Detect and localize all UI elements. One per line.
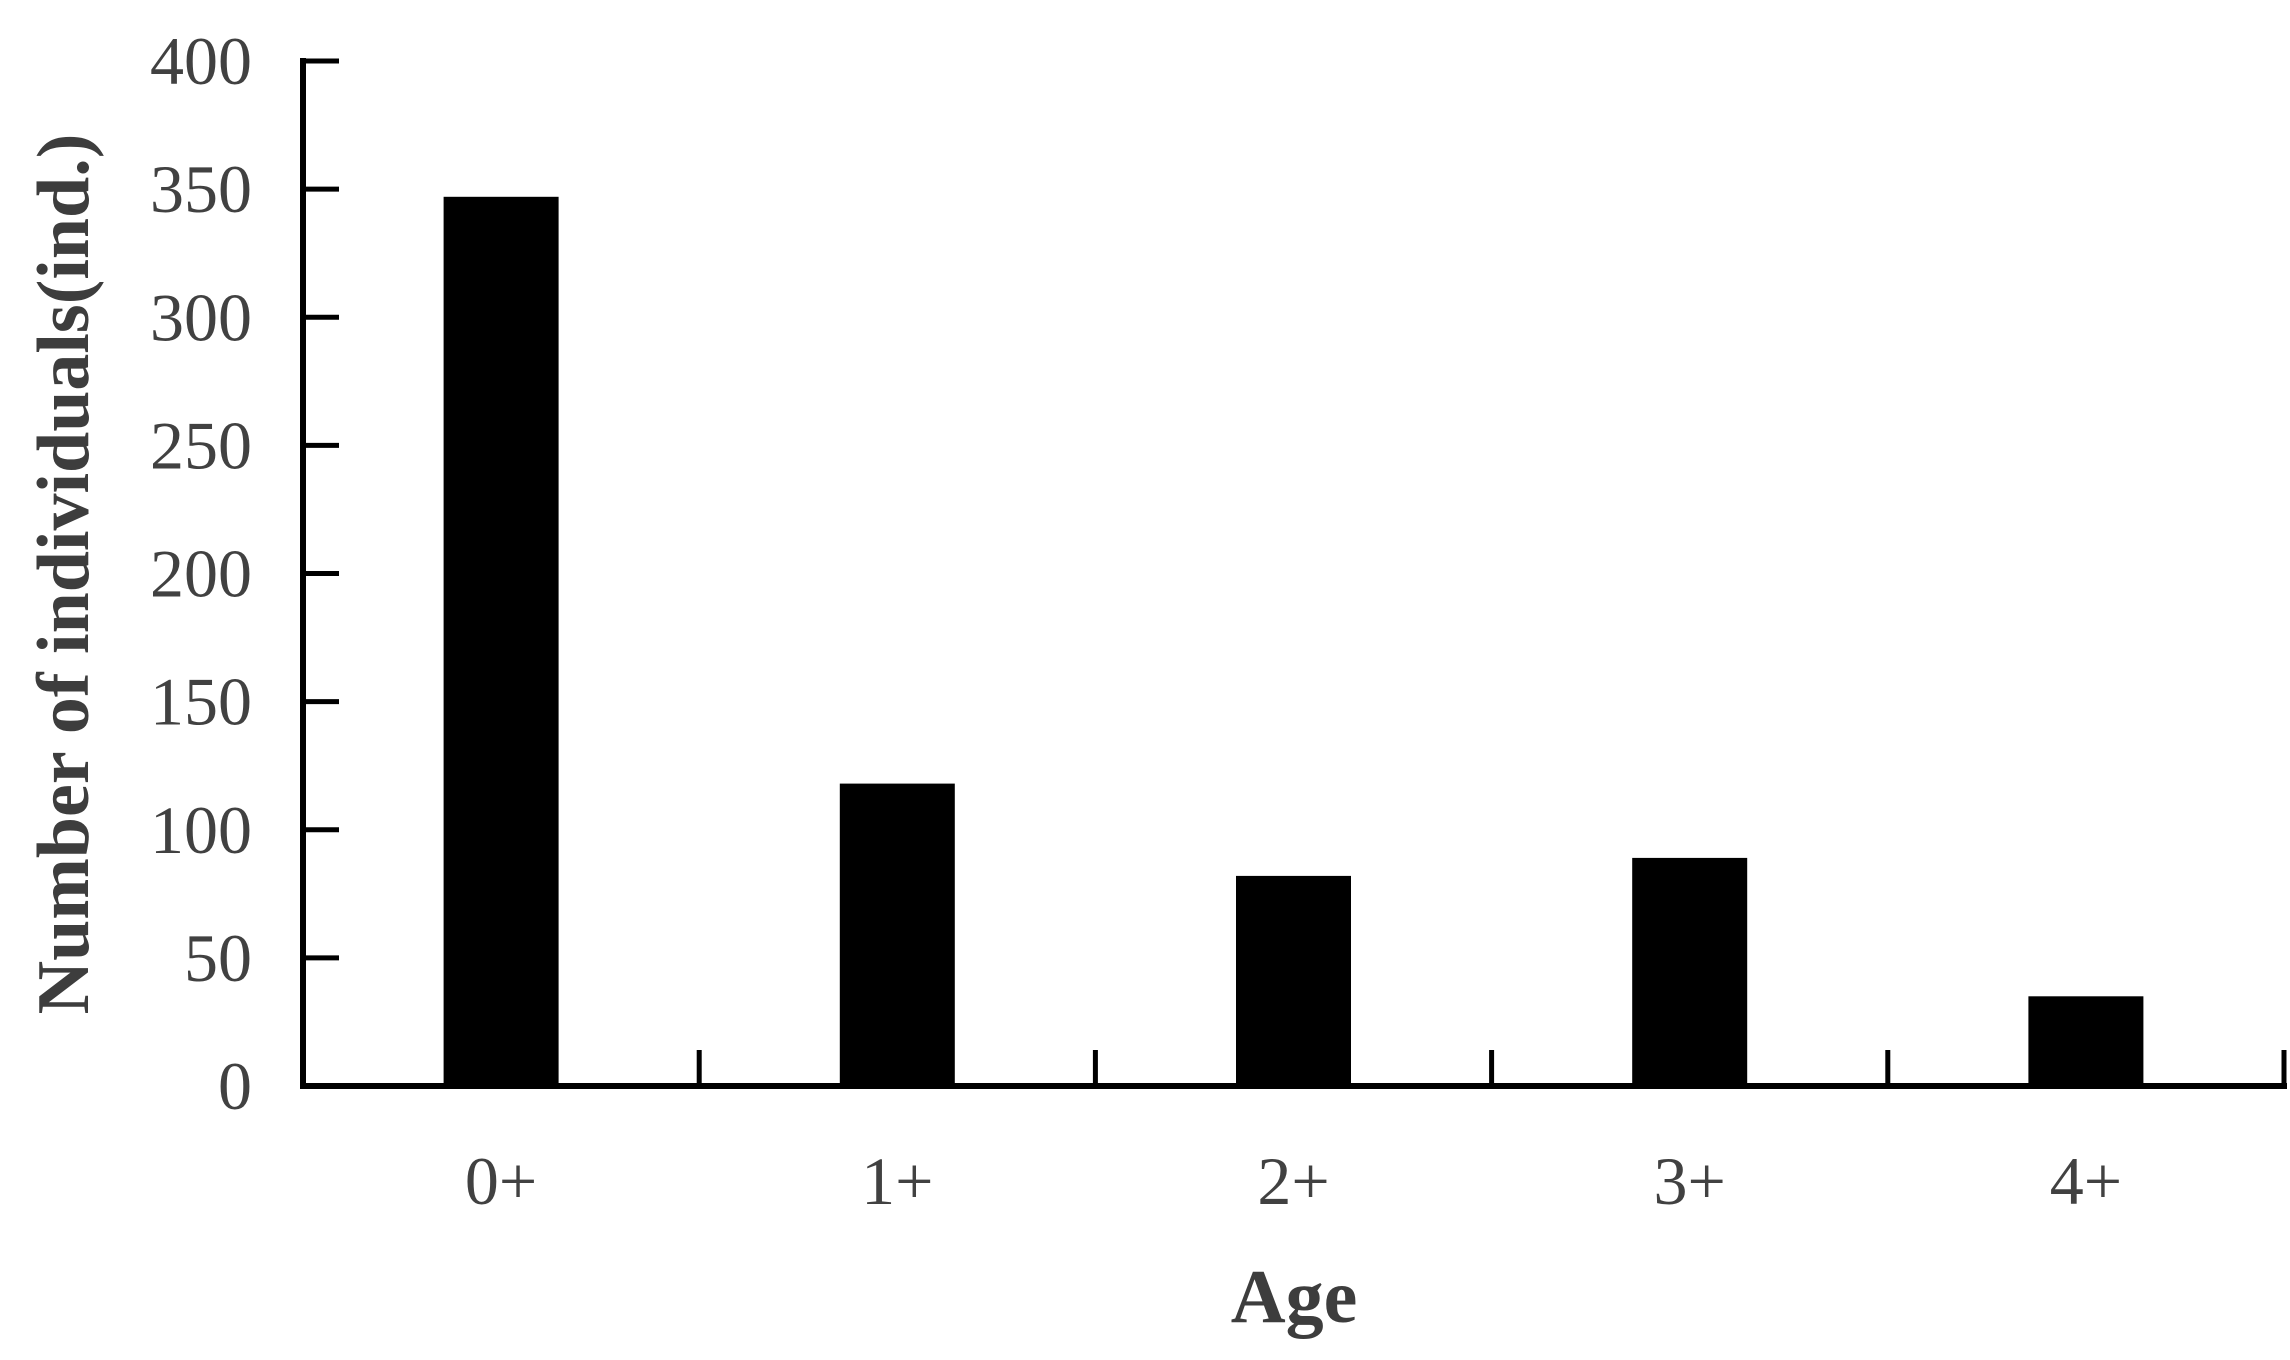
bar-2+ (1236, 875, 1351, 1086)
axes-group (300, 58, 2287, 1089)
y-axis-title: Number of individuals(ind.) (23, 134, 105, 1015)
x-tick-label: 2+ (1257, 1143, 1329, 1219)
x-tick-label: 4+ (2050, 1143, 2122, 1219)
y-tick-label: 0 (218, 1048, 252, 1124)
bar-1+ (839, 783, 955, 1086)
tick-labels-group: 0 50 100 150 200 250 300 350 400 0+ 1+ 2+ 3+ 4+ (150, 23, 2122, 1219)
bar-3+ (1632, 857, 1748, 1086)
y-tick-label: 400 (150, 23, 252, 99)
x-tick-label: 3+ (1654, 1143, 1726, 1219)
bar-0+ (443, 196, 559, 1087)
x-tick-label: 1+ (861, 1143, 933, 1219)
y-tick-label: 350 (150, 151, 252, 227)
y-tick-label: 150 (150, 664, 252, 740)
y-tick-label: 250 (150, 407, 252, 483)
bars-group (443, 196, 2144, 1087)
y-tick-label: 200 (150, 536, 252, 612)
bar-4+ (2028, 996, 2144, 1086)
x-tick-label: 0+ (465, 1143, 537, 1219)
y-tick-label: 50 (184, 920, 252, 996)
y-tick-label: 100 (150, 792, 252, 868)
x-axis-title: Age (1231, 1255, 1358, 1339)
y-tick-label: 300 (150, 279, 252, 355)
